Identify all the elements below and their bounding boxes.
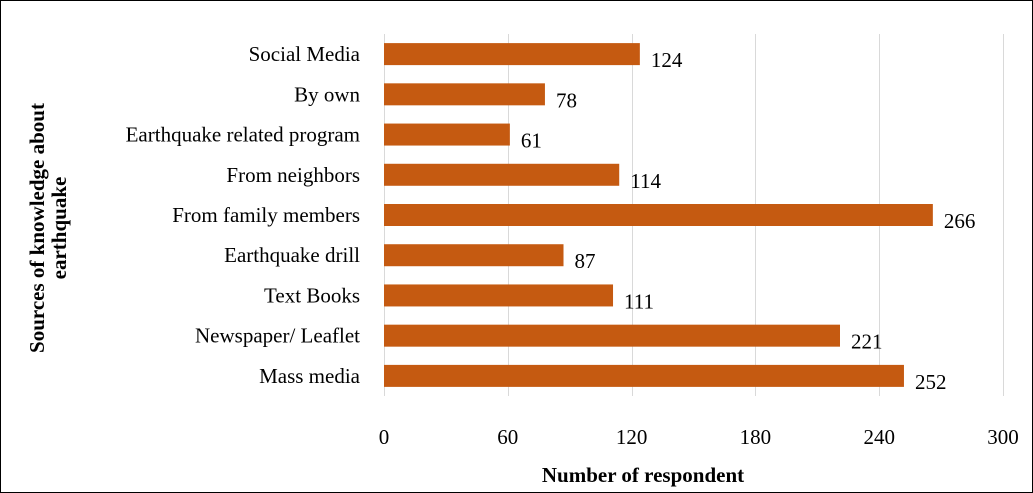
- category-label: From family members: [172, 203, 360, 227]
- data-label: 61: [521, 129, 542, 153]
- bar: [384, 123, 510, 146]
- x-axis-title: Number of respondent: [542, 463, 744, 487]
- category-labels: Social Media By own Earthquake related pro…: [126, 42, 361, 388]
- x-tick-labels: 0 60 120 180 240 300: [379, 425, 1019, 449]
- bar: [384, 204, 933, 226]
- x-tick-label: 0: [379, 425, 390, 449]
- y-axis-title: Sources of knowledge about earthquake: [25, 103, 71, 353]
- bar: [384, 364, 904, 387]
- bar: [384, 284, 614, 307]
- x-tick-label: 60: [497, 425, 518, 449]
- bar: [384, 43, 640, 66]
- bar: [384, 244, 564, 267]
- category-label: Earthquake drill: [224, 243, 360, 267]
- category-label: Earthquake related program: [126, 123, 360, 147]
- category-label: Newspaper/ Leaflet: [195, 324, 360, 348]
- x-tick-label: 240: [863, 425, 895, 449]
- x-tick-label: 120: [616, 425, 648, 449]
- category-label: Mass media: [259, 364, 361, 388]
- y-axis-title-line-1: Sources of knowledge about: [25, 103, 49, 353]
- data-label: 221: [851, 330, 883, 354]
- category-label: Text Books: [264, 283, 360, 307]
- data-label: 124: [651, 48, 683, 72]
- x-tick-label: 180: [740, 425, 772, 449]
- bars: [384, 43, 933, 387]
- data-label: 78: [556, 88, 577, 112]
- data-label: 111: [624, 289, 654, 313]
- y-axis-title-line-2: earthquake: [47, 177, 71, 280]
- bar: [384, 83, 545, 106]
- category-label: From neighbors: [226, 163, 360, 187]
- data-label: 266: [944, 209, 976, 233]
- data-label: 252: [915, 370, 947, 394]
- data-label: 114: [630, 169, 661, 193]
- bar: [384, 324, 840, 347]
- category-label: By own: [294, 82, 360, 106]
- category-label: Social Media: [249, 42, 361, 66]
- data-label: 87: [575, 249, 596, 273]
- x-tick-label: 300: [987, 425, 1019, 449]
- bar: [384, 163, 620, 186]
- data-labels: 124 78 61 114 266 87 111 221 252: [521, 48, 975, 394]
